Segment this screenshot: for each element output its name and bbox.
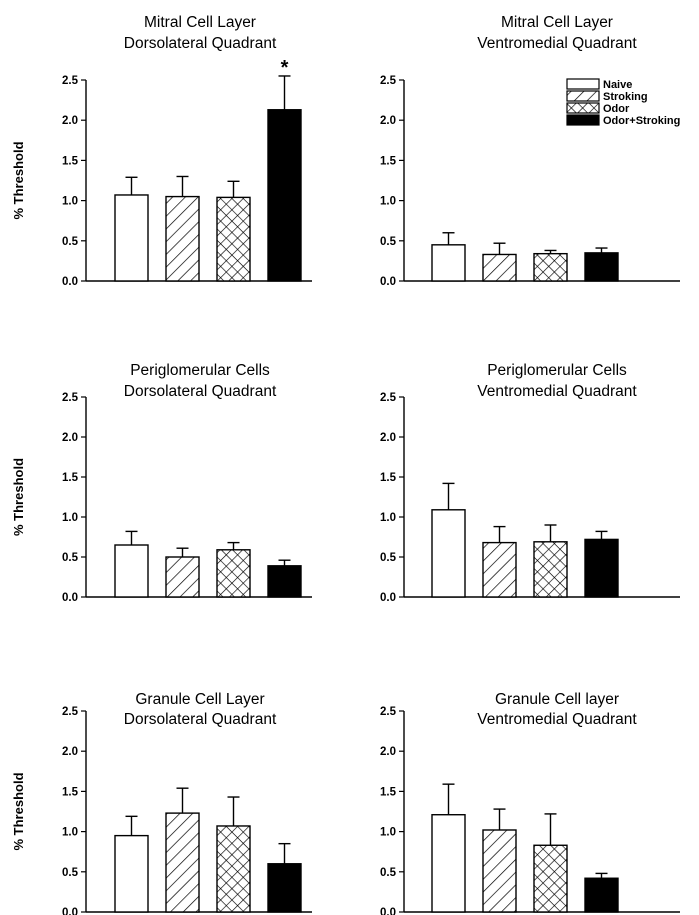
- legend-swatch-odor: [566, 102, 600, 114]
- y-tick-label-0-2: 1.0: [62, 196, 78, 208]
- y-axis-label-0: % Threshold: [11, 141, 26, 219]
- panel-title-4-line-1: Dorsolateral Quadrant: [124, 711, 277, 728]
- y-tick-label-2-5: 2.5: [62, 392, 79, 404]
- panel-4: Granule Cell Layer Dorsolateral Quadrant%…: [11, 691, 312, 915]
- panel-5: Granule Cell layer Ventromedial Quadrant 0…: [380, 691, 680, 915]
- significance-marker-0-0: *: [281, 57, 289, 79]
- bar-3-stroking: [482, 541, 517, 598]
- panel-title-3-line-1: Ventromedial Quadrant: [477, 383, 637, 400]
- y-tick-label-3-5: 2.5: [380, 392, 397, 404]
- y-tick-label-1-4: 2.0: [380, 115, 396, 127]
- bar-5-odor: [533, 844, 568, 913]
- bar-1-stroking: [482, 253, 517, 282]
- bar-1-odor: [533, 252, 568, 282]
- bar-0-odor: [216, 196, 251, 282]
- bar-3-naive: [431, 509, 466, 598]
- y-axis-label-2: % Threshold: [11, 458, 26, 536]
- y-tick-label-1-1: 0.5: [380, 236, 397, 248]
- legend-swatch-stroking: [566, 90, 600, 102]
- y-tick-label-4-4: 2.0: [62, 746, 78, 758]
- panel-0: Mitral Cell Layer Dorsolateral Quadrant % …: [11, 14, 312, 288]
- y-tick-label-3-0: 0.0: [380, 592, 396, 604]
- panel-title-3-line-0: Periglomerular Cells: [487, 362, 627, 379]
- bar-2-stroking: [165, 556, 200, 598]
- y-tick-label-1-0: 0.0: [380, 276, 396, 288]
- y-tick-label-0-3: 1.5: [62, 155, 79, 167]
- y-tick-label-5-5: 2.5: [380, 706, 397, 718]
- y-tick-label-3-1: 0.5: [380, 552, 397, 564]
- y-tick-label-5-1: 0.5: [380, 867, 397, 879]
- bar-0-naive: [114, 194, 149, 282]
- bar-0-stroking: [165, 195, 200, 282]
- y-tick-label-3-2: 1.0: [380, 512, 396, 524]
- panel-title-1-line-0: Mitral Cell Layer: [501, 14, 613, 31]
- bar-5-odor-stroking: [584, 877, 619, 913]
- bar-1-naive: [431, 244, 466, 282]
- y-tick-label-4-3: 1.5: [62, 786, 79, 798]
- legend-swatch-odor-stroking: [566, 114, 600, 126]
- bar-2-naive: [114, 544, 149, 598]
- y-tick-label-2-2: 1.0: [62, 512, 78, 524]
- bar-4-naive: [114, 834, 149, 913]
- y-tick-label-5-4: 2.0: [380, 746, 396, 758]
- bar-5-stroking: [482, 829, 517, 913]
- legend-label-2: Odor: [603, 103, 630, 115]
- bar-5-naive: [431, 814, 466, 913]
- legend-label-3: Odor+Stroking: [603, 115, 680, 127]
- y-tick-label-1-2: 1.0: [380, 196, 396, 208]
- y-tick-label-1-3: 1.5: [380, 155, 397, 167]
- bar-4-stroking: [165, 812, 200, 913]
- y-tick-label-3-4: 2.0: [380, 432, 396, 444]
- panel-title-2-line-1: Dorsolateral Quadrant: [124, 383, 277, 400]
- panel-title-4-line-0: Granule Cell Layer: [135, 691, 264, 708]
- y-axis-label-4: % Threshold: [11, 772, 26, 850]
- bar-3-odor: [533, 541, 568, 598]
- y-tick-label-4-1: 0.5: [62, 867, 79, 879]
- bar-0-odor-stroking: [267, 109, 302, 282]
- panel-title-2-line-0: Periglomerular Cells: [130, 362, 270, 379]
- y-tick-label-3-3: 1.5: [380, 472, 397, 484]
- y-tick-label-5-0: 0.0: [380, 907, 396, 915]
- y-tick-label-0-5: 2.5: [62, 75, 79, 87]
- bar-1-odor-stroking: [584, 252, 619, 282]
- bar-3-odor-stroking: [584, 538, 619, 598]
- panel-title-0-line-1: Dorsolateral Quadrant: [124, 35, 277, 52]
- legend-label-0: Naive: [603, 79, 632, 91]
- y-tick-label-2-0: 0.0: [62, 592, 78, 604]
- bar-2-odor: [216, 549, 251, 598]
- legend-swatch-naive: [566, 78, 600, 90]
- y-tick-label-0-4: 2.0: [62, 115, 78, 127]
- y-tick-label-0-0: 0.0: [62, 276, 78, 288]
- y-tick-label-4-5: 2.5: [62, 706, 79, 718]
- panel-2: Periglomerular Cells Dorsolateral Quadran…: [11, 362, 312, 604]
- bar-4-odor-stroking: [267, 863, 302, 913]
- y-tick-label-5-3: 1.5: [380, 786, 397, 798]
- panel-1: Mitral Cell Layer Ventromedial Quadrant 0.…: [380, 14, 680, 288]
- y-tick-label-2-3: 1.5: [62, 472, 79, 484]
- y-tick-label-5-2: 1.0: [380, 827, 396, 839]
- y-tick-label-2-4: 2.0: [62, 432, 78, 444]
- panel-title-1-line-1: Ventromedial Quadrant: [477, 35, 637, 52]
- y-tick-label-1-5: 2.5: [380, 75, 397, 87]
- panel-title-0-line-0: Mitral Cell Layer: [144, 14, 256, 31]
- y-tick-label-4-2: 1.0: [62, 827, 78, 839]
- panel-title-5-line-0: Granule Cell layer: [495, 691, 619, 708]
- bar-4-odor: [216, 825, 251, 913]
- panel-title-5-line-1: Ventromedial Quadrant: [477, 711, 637, 728]
- panel-3: Periglomerular Cells Ventromedial Quadran…: [380, 362, 680, 604]
- y-tick-label-2-1: 0.5: [62, 552, 79, 564]
- y-tick-label-0-1: 0.5: [62, 236, 79, 248]
- bar-2-odor-stroking: [267, 565, 302, 598]
- legend-label-1: Stroking: [603, 91, 648, 103]
- y-tick-label-4-0: 0.0: [62, 907, 78, 915]
